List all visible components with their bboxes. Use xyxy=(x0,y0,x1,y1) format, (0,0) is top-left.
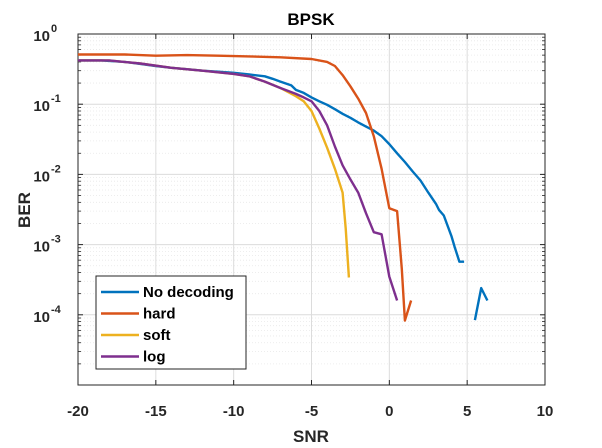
y-tick-label: 10 xyxy=(33,239,50,256)
series-line-no-decoding xyxy=(78,59,465,263)
x-tick-label: -5 xyxy=(305,403,318,420)
legend-label-log: log xyxy=(143,349,166,366)
legend-label-soft: soft xyxy=(143,327,171,344)
series-line-hard xyxy=(78,53,413,322)
y-tick-label: 10 xyxy=(33,98,50,115)
legend-label-hard: hard xyxy=(143,306,176,323)
y-tick-label-exponent: -3 xyxy=(51,234,61,246)
y-tick-label: 10 xyxy=(33,168,50,185)
y-tick-label-exponent: -4 xyxy=(51,304,62,316)
x-tick-label: -15 xyxy=(145,403,167,420)
series-line-log xyxy=(78,59,399,301)
y-tick-label-exponent: -1 xyxy=(51,93,61,105)
x-axis-label: SNR xyxy=(293,427,329,446)
y-tick-label: 10 xyxy=(33,309,50,326)
x-tick-label: -20 xyxy=(67,403,89,420)
series-line-no-decoding xyxy=(473,286,489,321)
chart-title: BPSK xyxy=(287,10,335,29)
y-tick-label-exponent: 0 xyxy=(51,23,57,35)
x-tick-label: 5 xyxy=(463,403,471,420)
x-tick-label: 0 xyxy=(385,403,393,420)
y-axis-label: BER xyxy=(15,192,34,228)
plot-lines xyxy=(78,53,489,322)
legend-label-no-decoding: No decoding xyxy=(143,284,234,301)
x-tick-label: -10 xyxy=(223,403,245,420)
y-tick-label: 10 xyxy=(33,28,50,45)
legend: No decoding hard soft log xyxy=(95,275,247,370)
y-tick-label-exponent: -2 xyxy=(51,163,61,175)
x-tick-label: 10 xyxy=(537,403,554,420)
